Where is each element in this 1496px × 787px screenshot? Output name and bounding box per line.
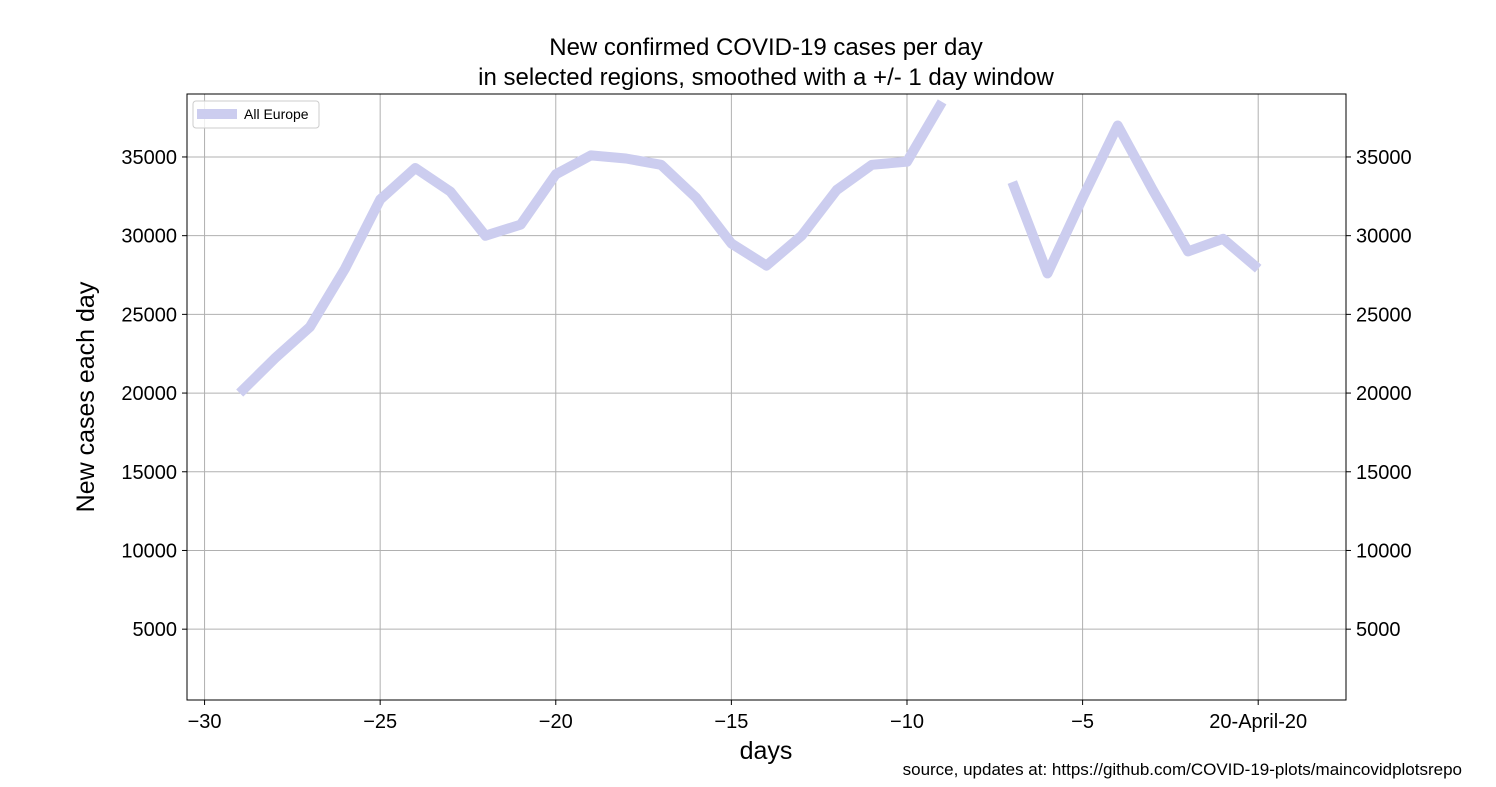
y-tick-label-left: 15000 [121,462,177,484]
y-tick-label-left: 20000 [121,383,177,405]
y-tick-label-right: 10000 [1356,540,1412,562]
series-layer [236,99,1262,397]
chart-title-line-1: New confirmed COVID-19 cases per day [549,34,983,61]
x-axis-label: days [740,737,793,765]
y-tick-label-right: 30000 [1356,226,1412,248]
y-tick-label-right: 25000 [1356,304,1412,326]
legend-label-all-europe: All Europe [244,106,309,122]
x-tick-label: −30 [188,711,222,733]
x-tick-label: −20 [539,711,573,733]
y-tick-label-left: 5000 [133,619,178,641]
y-tick-label-left: 25000 [121,304,177,326]
chart-title-line-2: in selected regions, smoothed with a +/-… [478,64,1054,91]
tick-marks [182,156,1351,705]
series-line-all-europe [1007,120,1262,279]
x-tick-labels: −30 −25 −20 −15 −10 −5 20-April-20 [188,711,1308,733]
y-tick-labels-left: 5000 10000 15000 20000 25000 30000 35000 [121,147,177,641]
y-tick-label-left: 30000 [121,226,177,248]
x-tick-label: −10 [890,711,924,733]
y-tick-label-right: 5000 [1356,619,1401,641]
x-tick-label: −5 [1071,711,1094,733]
plot-frame [186,93,1347,701]
y-tick-labels-right: 5000 10000 15000 20000 25000 30000 35000 [1356,147,1412,641]
legend-box [192,100,320,129]
y-tick-label-right: 35000 [1356,147,1412,169]
y-tick-label-right: 15000 [1356,462,1412,484]
grid [187,94,1346,700]
series-line-all-europe [236,99,947,397]
y-tick-label-left: 35000 [121,147,177,169]
x-tick-label: −25 [363,711,397,733]
x-tick-label: 20-April-20 [1209,711,1307,733]
legend: All Europe [192,100,320,129]
y-tick-label-right: 20000 [1356,383,1412,405]
x-tick-label: −15 [714,711,748,733]
y-tick-label-left: 10000 [121,540,177,562]
y-axis-label: New cases each day [72,281,100,512]
source-note: source, updates at: https://github.com/C… [903,760,1462,779]
